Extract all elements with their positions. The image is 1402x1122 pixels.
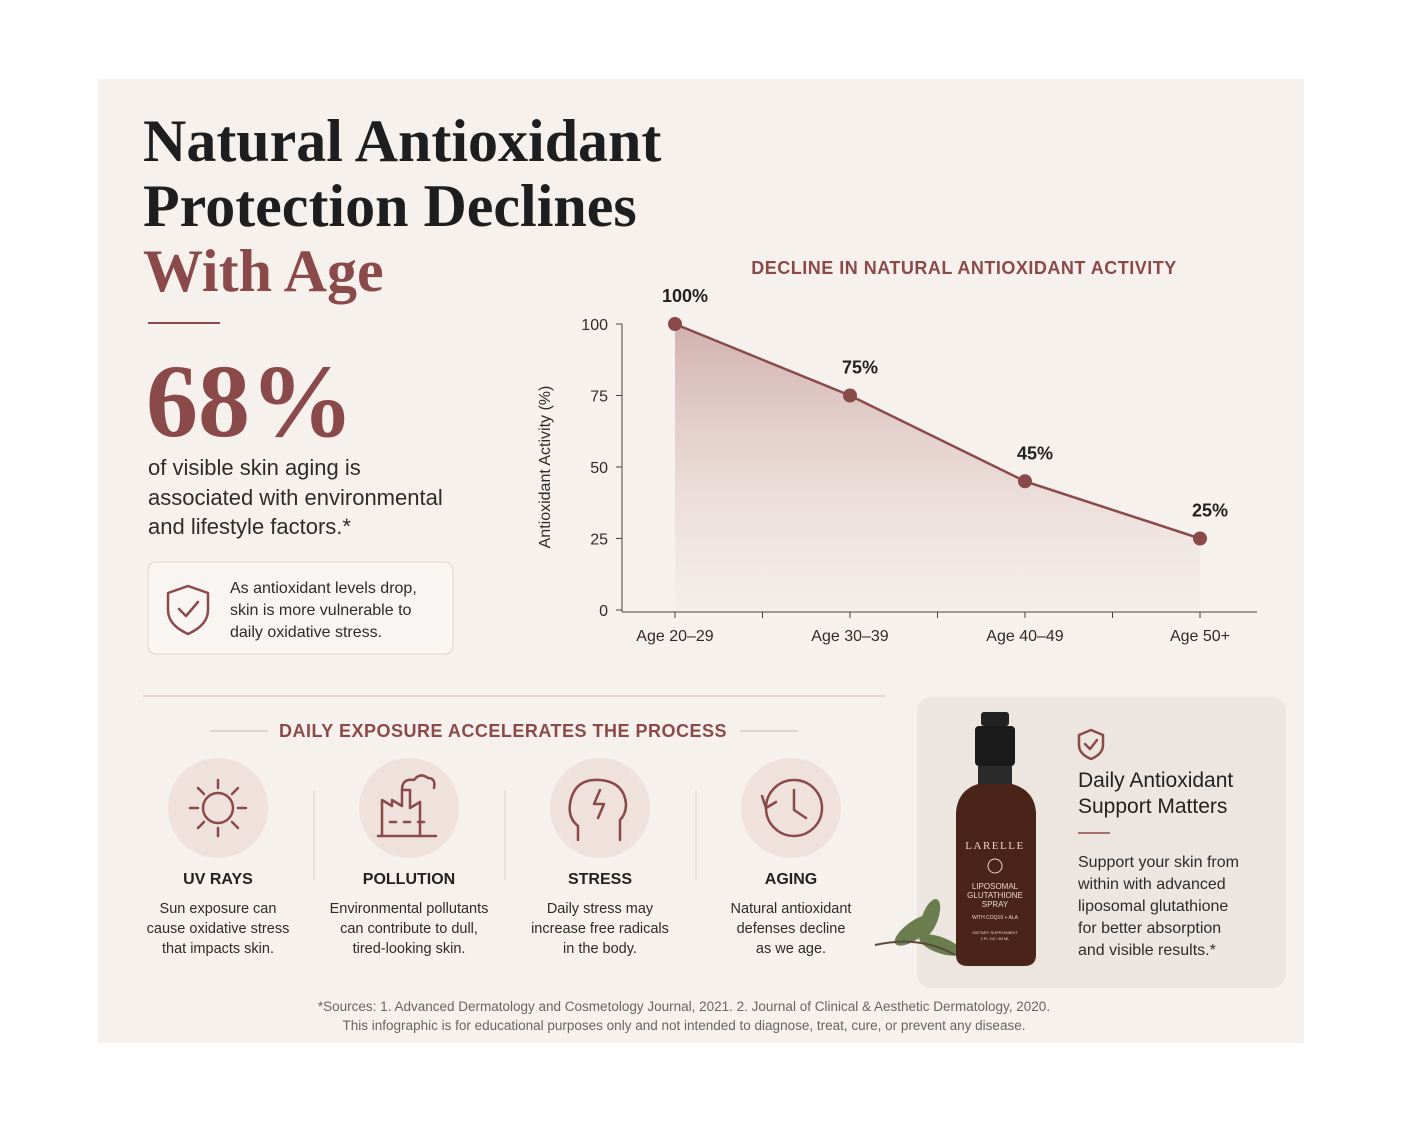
item-icons — [188, 774, 824, 842]
title-accent: With Age — [143, 238, 384, 304]
x-tick-label: Age 40–49 — [986, 628, 1064, 645]
callout-text: daily oxidative stress. — [230, 624, 382, 641]
item-text: increase free radicals — [531, 921, 669, 937]
support-text: liposomal glutathione — [1078, 898, 1228, 915]
y-axis-label: Antioxidant Activity (%) — [537, 386, 554, 549]
y-tick-label: 100 — [581, 317, 608, 334]
item-text: in the body. — [563, 941, 637, 957]
y-tick-label: 75 — [590, 389, 608, 406]
product-label: LIPOSOMAL — [972, 882, 1019, 891]
value-label: 75% — [842, 358, 878, 378]
item-title: POLLUTION — [363, 871, 455, 888]
item-text: defenses decline — [737, 921, 846, 937]
support-text: and visible results.* — [1078, 942, 1216, 959]
support-text: within with advanced — [1077, 876, 1226, 893]
x-tick-label: Age 50+ — [1170, 628, 1230, 645]
point — [1018, 474, 1032, 489]
product-small: 2 FL OZ / 60 ML — [981, 936, 1011, 941]
support-text: for better absorption — [1078, 920, 1221, 937]
chart-title: DECLINE IN NATURAL ANTIOXIDANT ACTIVITY — [751, 258, 1177, 278]
item-title: STRESS — [568, 871, 632, 888]
icon-circle — [741, 758, 841, 858]
stat-value: 68% — [146, 344, 354, 459]
item-text: as we age. — [756, 941, 826, 957]
item-text: Sun exposure can — [160, 901, 277, 917]
item-text: tired-looking skin. — [353, 941, 466, 957]
area — [675, 324, 1200, 610]
y-tick-label: 0 — [599, 603, 608, 620]
support-text: Support your skin from — [1078, 854, 1239, 871]
section-title: DAILY EXPOSURE ACCELERATES THE PROCESS — [279, 721, 727, 741]
stat-text: and lifestyle factors.* — [148, 514, 351, 539]
icon-circle — [550, 758, 650, 858]
support-title: Daily Antioxidant — [1078, 769, 1233, 792]
item-title: UV RAYS — [183, 871, 253, 888]
callout-text: As antioxidant levels drop, — [230, 580, 417, 597]
product-bottle — [956, 712, 1036, 966]
stat-text: of visible skin aging is — [148, 455, 361, 480]
item-text: Daily stress may — [547, 901, 654, 917]
point — [668, 317, 682, 331]
stat-text: associated with environmental — [148, 485, 443, 510]
product-label: SPRAY — [982, 900, 1009, 909]
footer-text: This infographic is for educational purp… — [343, 1018, 1026, 1033]
chart: 0 25 50 75 100 Age 20–29 Age 30–39 Age 40–49 Age… — [581, 286, 1257, 645]
callout-box — [147, 561, 454, 655]
title-line: Natural Antioxidant — [143, 108, 661, 174]
y-tick-label: 50 — [590, 460, 608, 477]
leaves — [874, 899, 961, 956]
value-label: 100% — [662, 286, 708, 306]
product-brand: LARELLE — [965, 840, 1024, 852]
value-label: 25% — [1192, 501, 1228, 521]
point — [843, 388, 857, 403]
line — [674, 322, 1201, 540]
item-title: AGING — [765, 871, 817, 888]
item-text: that impacts skin. — [162, 941, 274, 957]
item-text: can contribute to dull, — [340, 921, 478, 937]
shield-icon — [1077, 728, 1105, 761]
footer-text: *Sources: 1. Advanced Dermatology and Co… — [318, 999, 1050, 1014]
shield-icon — [166, 584, 210, 636]
product-small: DIETARY SUPPLEMENT — [972, 930, 1018, 935]
value-label: 45% — [1017, 443, 1053, 463]
y-tick-label: 25 — [590, 532, 608, 549]
separators — [313, 790, 697, 880]
icon-circle — [168, 758, 268, 858]
item-text: Natural antioxidant — [731, 901, 852, 917]
title-line: Protection Declines — [143, 173, 637, 239]
callout-text: skin is more vulnerable to — [230, 602, 412, 619]
support-title: Support Matters — [1078, 795, 1227, 818]
x-tick-label: Age 20–29 — [636, 628, 714, 645]
product-sub: WITH COQ10 + ALA — [972, 915, 1019, 921]
point — [1193, 531, 1207, 546]
x-tick-label: Age 30–39 — [811, 628, 889, 645]
item-text: cause oxidative stress — [147, 921, 290, 937]
item-text: Environmental pollutants — [330, 901, 489, 917]
product-label: GLUTATHIONE — [967, 891, 1023, 900]
